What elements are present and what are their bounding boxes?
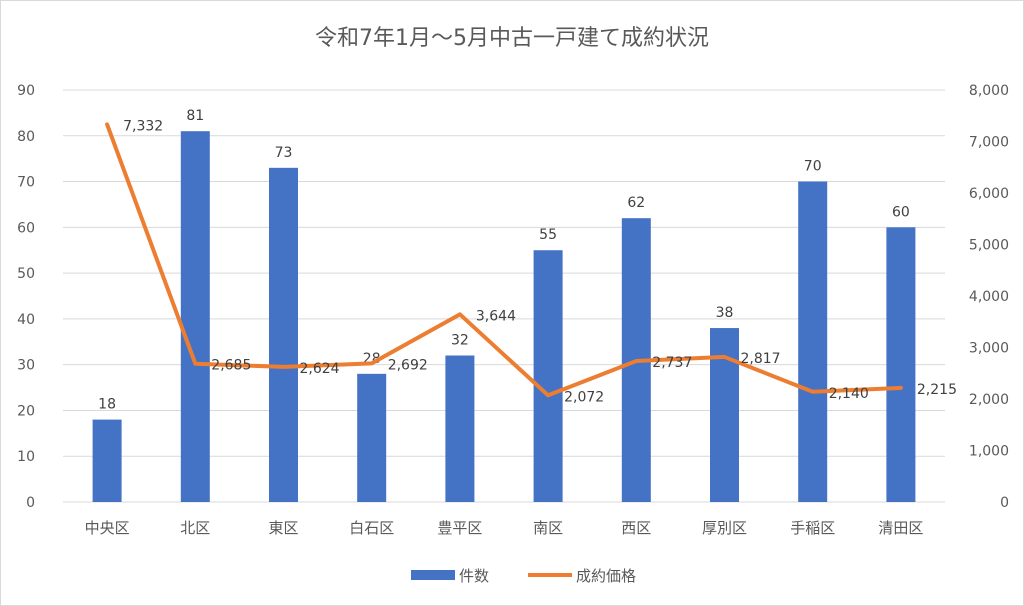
bar-data-label: 60 (892, 204, 910, 220)
bar (92, 419, 122, 502)
y-left-tick-label: 0 (26, 495, 35, 511)
y-left-tick-label: 70 (17, 175, 35, 191)
x-axis: 中央区 北区 東区 白石区 豊平区 南区 西区 厚別区 手稲区 清田区 (85, 519, 924, 537)
line-data-label: 2,140 (829, 386, 869, 402)
y-right-tick-label: 7,000 (969, 135, 1009, 151)
y-left-tick-label: 10 (17, 449, 35, 465)
bar-data-label: 38 (716, 305, 734, 321)
y-left-tick-label: 30 (17, 358, 35, 374)
bar-data-label: 32 (451, 333, 469, 349)
x-category-label: 中央区 (85, 519, 130, 537)
chart-title: 令和7年1月～5月中古一戸建て成約状況 (315, 26, 709, 51)
line-data-label: 2,685 (211, 358, 251, 374)
legend-label-price: 成約価格 (576, 567, 636, 585)
line-data-label: 2,737 (652, 355, 692, 371)
x-category-label: 厚別区 (702, 519, 747, 537)
bar-data-label: 62 (627, 195, 645, 211)
legend-label-count: 件数 (459, 567, 489, 585)
y-right-tick-label: 5,000 (969, 238, 1009, 254)
line-data-label: 7,332 (123, 118, 163, 134)
bar (180, 131, 210, 502)
x-category-label: 手稲区 (790, 519, 835, 537)
bar-data-label: 73 (275, 145, 293, 161)
line-data-label: 2,215 (917, 382, 957, 398)
line-series: 7,332 2,685 2,624 2,692 3,644 2,072 2,737 2,817… (105, 118, 957, 405)
x-category-label: 白石区 (349, 519, 394, 537)
y-left-tick-label: 60 (17, 220, 35, 236)
y-axis-left: 0 10 20 30 40 50 60 70 80 90 (17, 83, 35, 511)
bar-data-label: 18 (98, 397, 116, 413)
bar (710, 328, 739, 502)
bar-data-label: 55 (539, 227, 557, 243)
x-category-label: 北区 (180, 519, 210, 537)
line-data-label: 2,817 (741, 351, 781, 367)
y-right-tick-label: 1,000 (969, 444, 1009, 460)
bar (798, 181, 828, 503)
bar (886, 227, 916, 503)
bar (533, 250, 563, 502)
x-category-label: 西区 (621, 519, 651, 537)
y-right-tick-label: 8,000 (969, 83, 1009, 99)
bar (269, 167, 298, 503)
price-line (105, 122, 903, 398)
line-data-label: 2,072 (564, 389, 604, 405)
y-right-tick-label: 3,000 (969, 341, 1009, 357)
legend: 件数 成約価格 (411, 567, 636, 585)
bar (357, 373, 387, 502)
y-left-tick-label: 80 (17, 129, 35, 145)
y-left-tick-label: 40 (17, 312, 35, 328)
x-category-label: 豊平区 (437, 519, 482, 537)
line-data-label: 3,644 (476, 308, 516, 324)
x-category-label: 東区 (268, 519, 298, 537)
y-right-tick-label: 2,000 (969, 392, 1009, 408)
y-axis-right: 0 1,000 2,000 3,000 4,000 5,000 6,000 7,000 8,00… (969, 83, 1009, 511)
y-left-tick-label: 90 (17, 83, 35, 99)
line-data-label: 2,692 (388, 357, 428, 373)
legend-bar-swatch (411, 570, 455, 580)
x-category-label: 南区 (533, 519, 563, 537)
bar-data-label: 70 (804, 159, 822, 175)
line-data-label: 2,624 (300, 361, 340, 377)
y-left-tick-label: 50 (17, 266, 35, 282)
y-right-tick-label: 6,000 (969, 186, 1009, 202)
bar (445, 355, 475, 502)
y-right-tick-label: 0 (1000, 495, 1009, 511)
y-left-tick-label: 20 (17, 403, 35, 419)
x-category-label: 清田区 (878, 519, 923, 537)
y-right-tick-label: 4,000 (969, 289, 1009, 305)
bar-data-label: 81 (186, 108, 204, 124)
